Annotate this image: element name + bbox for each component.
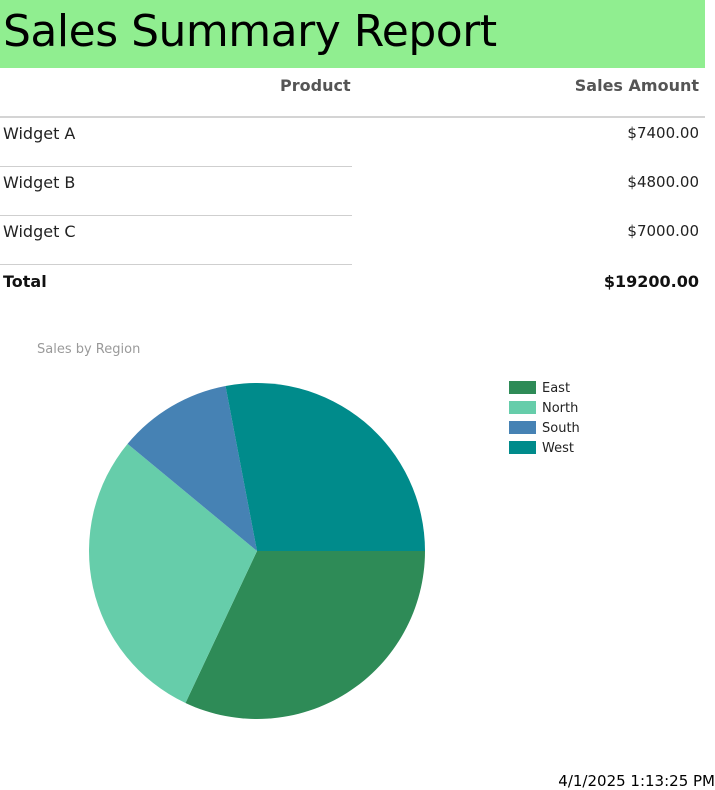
legend-label-south: South bbox=[542, 421, 580, 436]
legend-swatch-west bbox=[509, 441, 536, 454]
legend-swatch-north bbox=[509, 401, 536, 414]
table-row: Widget A $7400.00 bbox=[0, 118, 705, 167]
row-divider bbox=[0, 264, 352, 265]
column-header-product: Product bbox=[280, 76, 351, 95]
product-cell: Widget B bbox=[3, 173, 76, 192]
amount-cell: $7000.00 bbox=[627, 222, 699, 240]
table-row: Widget C $7000.00 bbox=[0, 216, 705, 265]
legend-swatch-east bbox=[509, 381, 536, 394]
legend-label-west: West bbox=[542, 441, 574, 456]
row-divider bbox=[0, 166, 352, 167]
report-title-bar: Sales Summary Report bbox=[0, 0, 705, 68]
chart-title: Sales by Region bbox=[37, 342, 140, 357]
pie-slice-west bbox=[225, 383, 425, 551]
amount-cell: $4800.00 bbox=[627, 173, 699, 191]
pie-slice-east bbox=[185, 551, 425, 719]
total-row: Total $19200.00 bbox=[0, 266, 705, 315]
product-cell: Widget C bbox=[3, 222, 76, 241]
pie-slice-north bbox=[88, 443, 257, 704]
report-timestamp: 4/1/2025 1:13:25 PM bbox=[558, 772, 715, 790]
legend-label-north: North bbox=[542, 401, 578, 416]
legend-swatch-south bbox=[509, 421, 536, 434]
report-title: Sales Summary Report bbox=[3, 6, 497, 57]
table-row: Widget B $4800.00 bbox=[0, 167, 705, 216]
header-divider bbox=[0, 116, 705, 118]
pie-slice-south bbox=[127, 385, 257, 551]
column-header-sales-amount: Sales Amount bbox=[574, 76, 699, 95]
row-divider bbox=[0, 215, 352, 216]
legend-label-east: East bbox=[542, 381, 570, 396]
total-label: Total bbox=[3, 272, 47, 291]
sales-by-region-chart: Sales by Region East North South West bbox=[0, 330, 715, 750]
amount-cell: $7400.00 bbox=[627, 124, 699, 142]
product-cell: Widget A bbox=[3, 124, 76, 143]
pie-chart-svg: Sales by Region East North South West bbox=[37, 342, 580, 719]
total-amount: $19200.00 bbox=[603, 272, 699, 291]
